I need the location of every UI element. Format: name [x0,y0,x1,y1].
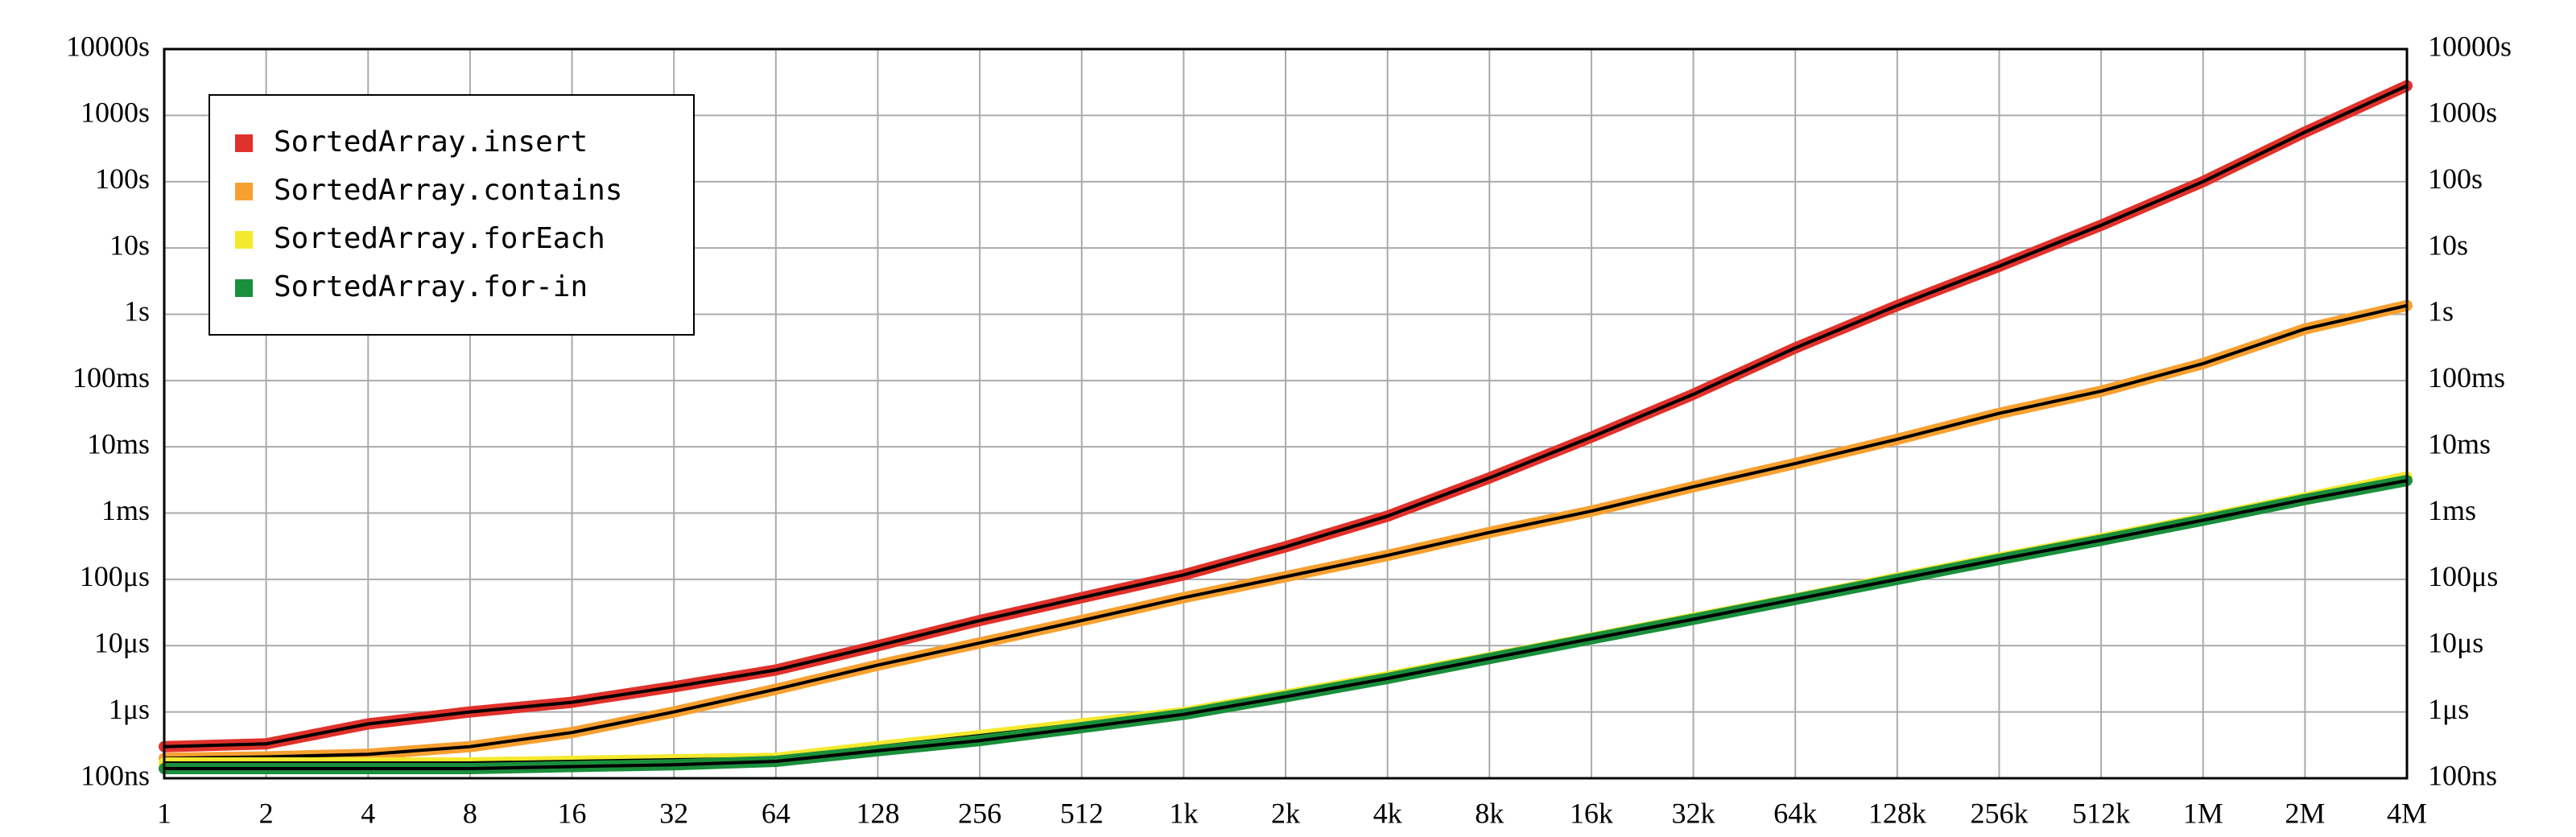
y2-tick-label: 100ns [2428,759,2497,791]
legend-marker [235,134,253,152]
plot-lines [159,80,2413,774]
y-tick-label: 100s [95,163,150,195]
x-tick-label: 4k [1373,797,1402,829]
y2-tick-label: 10s [2428,229,2468,261]
x-tick-label: 128k [1868,797,1926,829]
series-line-core [164,479,2408,770]
x-tick-label: 2k [1271,797,1300,829]
legend-label: SortedArray.for-in [274,270,588,303]
plot-frame [163,47,2409,780]
legend-box [208,94,695,336]
y2-tick-label: 10ms [2428,427,2491,460]
x-tick-label: 128 [856,797,899,829]
y-tick-label: 10s [109,229,150,261]
legend-marker [235,183,253,200]
legend-label: SortedArray.insert [274,126,588,159]
x-tick-label: 16 [558,797,587,829]
x-tick-label: 2M [2285,797,2325,829]
tick-labels: 1 2 4 8 16 32 64 128 256 512 1k 2k 4k 8k 16k 32k 64k 128k… [66,30,2512,829]
legend-marker [235,231,253,249]
x-tick-label: 1k [1169,797,1198,829]
y-tick-label: 1000s [80,97,150,129]
y-tick-label: 100ms [72,361,150,394]
x-tick-label: 256 [958,797,1001,829]
x-tick-label: 32k [1672,797,1715,829]
y2-tick-label: 1μs [2428,693,2469,725]
legend-label: SortedArray.forEach [274,222,605,255]
x-tick-label: 8k [1475,797,1504,829]
x-tick-label: 16k [1570,797,1613,829]
y-tick-label: 100ns [80,759,150,791]
x-tick-label: 64 [762,797,791,829]
y2-tick-label: 10000s [2428,30,2512,62]
x-tick-label: 1M [2183,797,2223,829]
x-tick-label: 4 [361,797,375,829]
x-tick-label: 512 [1060,797,1104,829]
x-tick-label: 64k [1773,797,1817,829]
series-line-core [163,84,2408,748]
x-tick-label: 512k [2072,797,2130,829]
legend-label: SortedArray.contains [274,174,622,207]
y-tick-label: 10ms [87,427,150,460]
y2-tick-label: 100ms [2428,361,2505,394]
y2-tick-label: 10μs [2428,627,2483,659]
x-tick-label: 256k [1970,797,2028,829]
y2-tick-label: 100μs [2428,560,2498,592]
x-tick-label: 2 [259,797,274,829]
x-tick-label: 4M [2387,797,2427,829]
y2-tick-label: 1s [2428,295,2454,328]
y-tick-label: 10000s [66,30,150,62]
x-tick-label: 32 [659,797,688,829]
y-tick-label: 1ms [101,494,150,526]
x-tick-label: 8 [463,797,477,829]
legend: SortedArray.insert SortedArray.contains So… [208,94,695,336]
series-line-core [163,303,2408,761]
y2-tick-label: 100s [2428,163,2483,195]
y-tick-label: 1s [124,295,150,328]
y-tick-label: 10μs [94,627,150,659]
y-tick-label: 1μs [109,693,150,725]
legend-marker [235,279,253,297]
y2-tick-label: 1ms [2428,494,2476,526]
y2-tick-label: 1000s [2428,97,2497,129]
y-tick-label: 100μs [80,560,150,592]
x-tick-label: 1 [157,797,171,829]
